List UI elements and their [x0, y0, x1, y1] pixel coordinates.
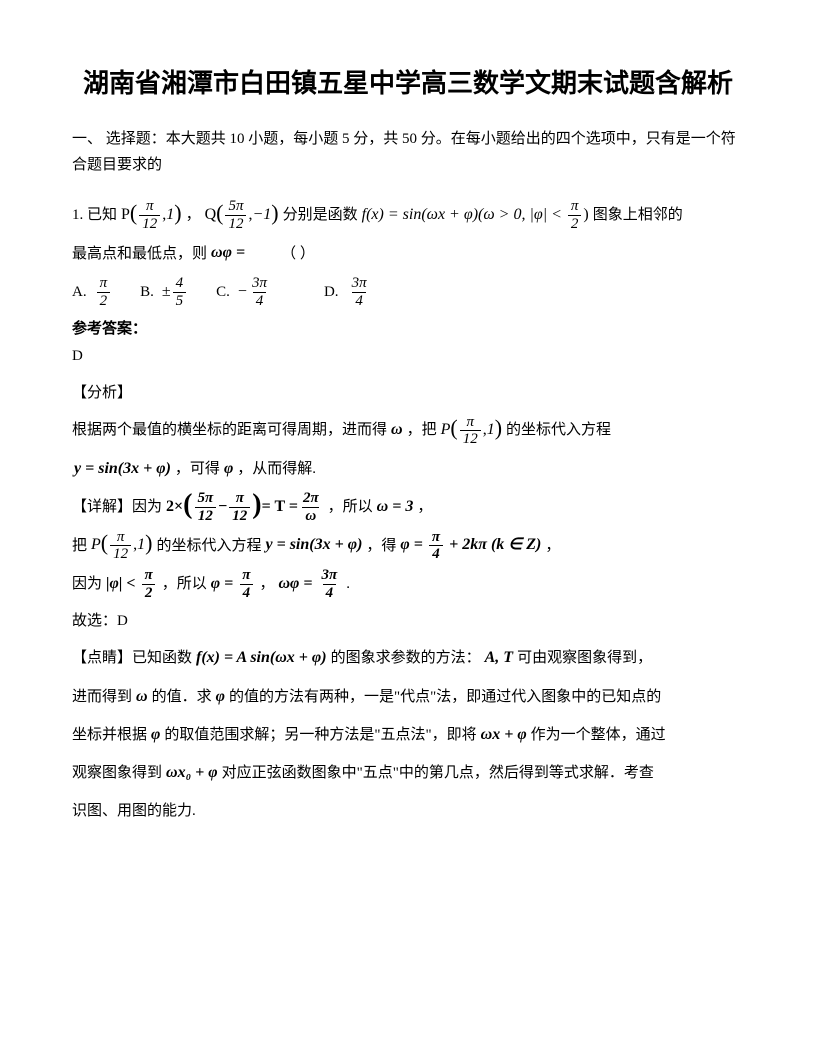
- answer-label: 参考答案：: [72, 317, 744, 338]
- tip-l4: 观察图象得到 ωx₀ + φ 对应正弦函数图象中"五点"中的第几点，然后得到等式…: [72, 754, 744, 792]
- P-expr: P(π12,1): [119, 196, 184, 234]
- tip-l2: 进而得到 ω 的值．求 φ 的值的方法有两种，一是"代点"法，即通过代入图象中的…: [72, 678, 744, 716]
- tip-l3: 坐标并根据 φ 的取值范围求解；另一种方法是"五点法"，即将 ωx + φ 作为…: [72, 716, 744, 754]
- detail-pick: 故选：D: [72, 603, 744, 639]
- opt-C: C.: [216, 274, 230, 310]
- detail-l1: 【详解】因为 2×(5π12−π12)= T =2πω ，所以 ω = 3 ，: [72, 488, 744, 526]
- P-inline: P(π12,1): [439, 411, 504, 449]
- page-title: 湖南省湘潭市白田镇五星中学高三数学文期末试题含解析: [72, 64, 744, 103]
- opt-D: D.: [324, 274, 339, 310]
- analysis-label: 【分析】: [72, 375, 744, 411]
- q1-line2: 最高点和最低点，则 ωφ = （ ）: [72, 234, 744, 272]
- detail-l3: 因为 |φ| < π2 ，所以 φ = π4 ， ωφ = 3π4 .: [72, 565, 744, 603]
- opt-B: B.: [140, 274, 154, 310]
- tip-l5: 识图、用图的能力.: [72, 793, 744, 829]
- analysis-l1: 根据两个最值的横坐标的距离可得周期，进而得 ω ，把 P(π12,1) 的坐标代…: [72, 411, 744, 449]
- opt-A: A.: [72, 274, 87, 310]
- tip-l1: 【点睛】已知函数 f(x) = A sin(ωx + φ) 的图象求参数的方法：…: [72, 639, 744, 677]
- wphi-eq: ωφ =: [209, 234, 247, 272]
- section-intro: 一、 选择题：本大题共 10 小题，每小题 5 分，共 50 分。在每小题给出的…: [72, 127, 744, 178]
- q1-options: A. π2 B. ±45 C. −3π4 D. 3π4: [72, 273, 744, 311]
- answer-letter: D: [72, 348, 744, 365]
- q1-line1: 1. 已知 P(π12,1) ， Q(5π12,−1) 分别是函数 f(x) =…: [72, 196, 744, 234]
- Q-expr: Q(5π12,−1): [203, 196, 281, 234]
- analysis-l2: y = sin(3x + φ) ，可得 φ ，从而得解.: [72, 450, 744, 488]
- f-expr: f(x) = sin(ωx + φ)(ω > 0, |φ| < π2): [360, 196, 591, 234]
- detail-l2: 把 P(π12,1) 的坐标代入方程 y = sin(3x + φ) ，得 φ …: [72, 526, 744, 564]
- q1-label: 1. 已知: [72, 197, 117, 233]
